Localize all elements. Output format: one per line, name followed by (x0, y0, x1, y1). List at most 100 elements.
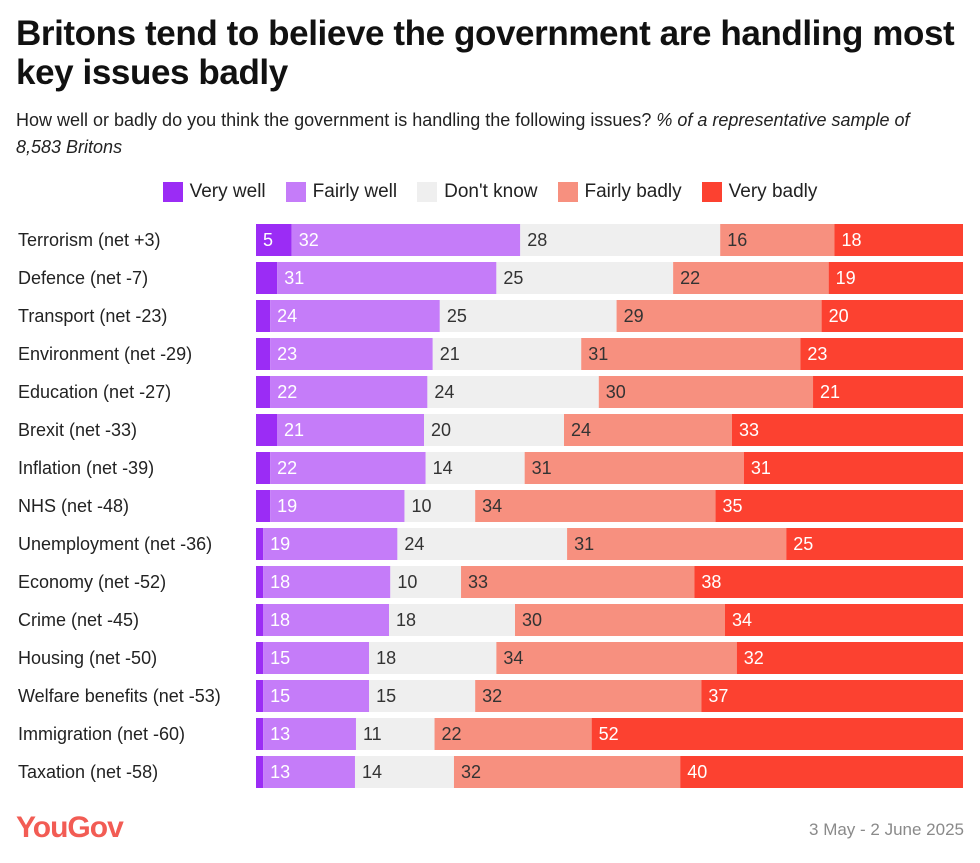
data-label-don-t-know: 24 (434, 382, 454, 402)
data-label-fairly-badly: 30 (606, 382, 626, 402)
data-label-fairly-well: 15 (270, 686, 290, 706)
bar-segment-very-badly (694, 566, 963, 598)
bar-segment-don-t-know (390, 566, 462, 598)
bar-segment-don-t-know (354, 756, 454, 788)
data-label-fairly-badly: 31 (588, 344, 608, 364)
category-label: Terrorism (net +3) (18, 230, 161, 250)
bar-segment-very-badly (813, 376, 963, 408)
legend-item-very-badly: Very badly (701, 181, 817, 203)
data-label-don-t-know: 18 (396, 610, 416, 630)
bar-segment-fairly-well (270, 452, 426, 484)
data-label-don-t-know: 15 (376, 686, 396, 706)
bar-row-immigration: Immigration (net -60) 13 11 22 52 (18, 718, 963, 750)
legend-label-very-well: Very well (189, 181, 266, 202)
data-label-very-badly: 18 (841, 230, 861, 250)
data-label-don-t-know: 10 (411, 496, 431, 516)
bar-row-brexit: Brexit (net -33) 21 20 24 33 (18, 414, 963, 446)
bar-row-economy: Economy (net -52) 18 10 33 38 (18, 566, 963, 598)
data-label-fairly-badly: 22 (680, 268, 700, 288)
category-label: Welfare benefits (net -53) (18, 686, 221, 706)
bar-segment-very-well (256, 262, 278, 294)
data-label-don-t-know: 25 (503, 268, 523, 288)
category-label: Defence (net -7) (18, 268, 148, 288)
subtitle-sample-note: % of a representative sample of 8,583 Br… (16, 110, 910, 157)
legend-swatch-fairly-badly (557, 182, 578, 202)
bar-segment-very-well (256, 414, 277, 446)
bar-segment-fairly-well (270, 300, 440, 332)
bar-row-housing: Housing (net -50) 15 18 34 32 (18, 642, 963, 674)
bar-segment-very-well (256, 300, 271, 332)
bar-segment-fairly-badly (616, 300, 822, 332)
category-label: Environment (net -29) (18, 344, 192, 364)
data-label-fairly-badly: 22 (442, 724, 462, 744)
legend-label-fairly-well: Fairly well (312, 181, 398, 202)
data-label-very-badly: 31 (751, 458, 771, 478)
bar-segment-very-badly (786, 528, 963, 560)
bar-segment-very-well (256, 604, 263, 636)
data-label-fairly-well: 19 (270, 534, 290, 554)
data-label-fairly-badly: 29 (624, 306, 644, 326)
data-label-fairly-badly: 32 (461, 762, 481, 782)
chart-subtitle: How well or badly do you think the gover… (16, 107, 956, 161)
bar-segment-very-badly (828, 262, 963, 294)
data-label-very-badly: 38 (701, 572, 721, 592)
bar-segment-very-badly (736, 642, 963, 674)
legend-item-dont-know: Don't know (417, 181, 538, 203)
data-label-very-badly: 34 (732, 610, 752, 630)
bar-segment-don-t-know (496, 262, 674, 294)
fieldwork-date: 3 May - 2 June 2025 (809, 820, 964, 839)
category-label: Inflation (net -39) (18, 458, 154, 478)
bar-row-crime: Crime (net -45) 18 18 30 34 (18, 604, 963, 636)
data-label-fairly-well: 18 (270, 610, 290, 630)
data-label-fairly-well: 22 (277, 382, 297, 402)
bar-segment-very-badly (725, 604, 963, 636)
bar-segment-very-well (256, 452, 271, 484)
legend-item-fairly-well: Fairly well (285, 181, 398, 203)
bar-segment-very-well (256, 376, 271, 408)
data-label-fairly-badly: 33 (468, 572, 488, 592)
bar-segment-very-well (256, 756, 264, 788)
bar-segment-fairly-well (263, 680, 370, 712)
data-label-fairly-badly: 31 (532, 458, 552, 478)
bar-segment-don-t-know (369, 680, 476, 712)
bar-segment-very-well (256, 680, 264, 712)
bar-segment-fairly-well (263, 718, 356, 750)
bar-segment-very-well (256, 490, 271, 522)
category-label: Unemployment (net -36) (18, 534, 212, 554)
bar-row-terrorism: Terrorism (net +3) 5 32 28 16 18 (18, 224, 963, 256)
bar-segment-fairly-well (277, 414, 424, 446)
legend-swatch-very-badly (701, 182, 722, 202)
bar-segment-fairly-well (263, 528, 398, 560)
data-label-very-badly: 37 (708, 686, 728, 706)
chart-legend: Very well Fairly well Don't know Fairly … (0, 178, 980, 206)
bar-segment-fairly-badly (581, 338, 801, 370)
data-label-don-t-know: 11 (363, 724, 382, 744)
bar-segment-fairly-well (263, 756, 355, 788)
data-label-fairly-well: 31 (284, 268, 304, 288)
data-label-fairly-badly: 30 (522, 610, 542, 630)
bar-segment-very-badly (821, 300, 963, 332)
data-label-fairly-badly: 34 (482, 496, 502, 516)
bar-row-inflation: Inflation (net -39) 22 14 31 31 (18, 452, 963, 484)
bar-segment-fairly-badly (720, 224, 835, 256)
data-label-fairly-well: 18 (270, 572, 290, 592)
data-label-fairly-well: 13 (270, 762, 290, 782)
data-label-fairly-well: 32 (299, 230, 319, 250)
bar-segment-very-badly (701, 680, 963, 712)
bar-segment-very-well (256, 528, 264, 560)
bar-segment-fairly-badly (598, 376, 814, 408)
bar-row-environment: Environment (net -29) 23 21 31 23 (18, 338, 963, 370)
bar-segment-fairly-badly (496, 642, 737, 674)
category-label: NHS (net -48) (18, 496, 129, 516)
bar-segment-don-t-know (404, 490, 476, 522)
bar-segment-very-well (256, 718, 264, 750)
bar-segment-very-badly (680, 756, 963, 788)
legend-item-fairly-badly: Fairly badly (557, 181, 682, 203)
subtitle-question: How well or badly do you think the gover… (16, 110, 652, 130)
data-label-fairly-badly: 16 (727, 230, 747, 250)
bar-segment-don-t-know (369, 642, 497, 674)
bar-segment-don-t-know (439, 300, 617, 332)
data-label-fairly-badly: 31 (574, 534, 594, 554)
bar-segment-don-t-know (389, 604, 515, 636)
chart-title: Britons tend to believe the government a… (16, 14, 955, 92)
